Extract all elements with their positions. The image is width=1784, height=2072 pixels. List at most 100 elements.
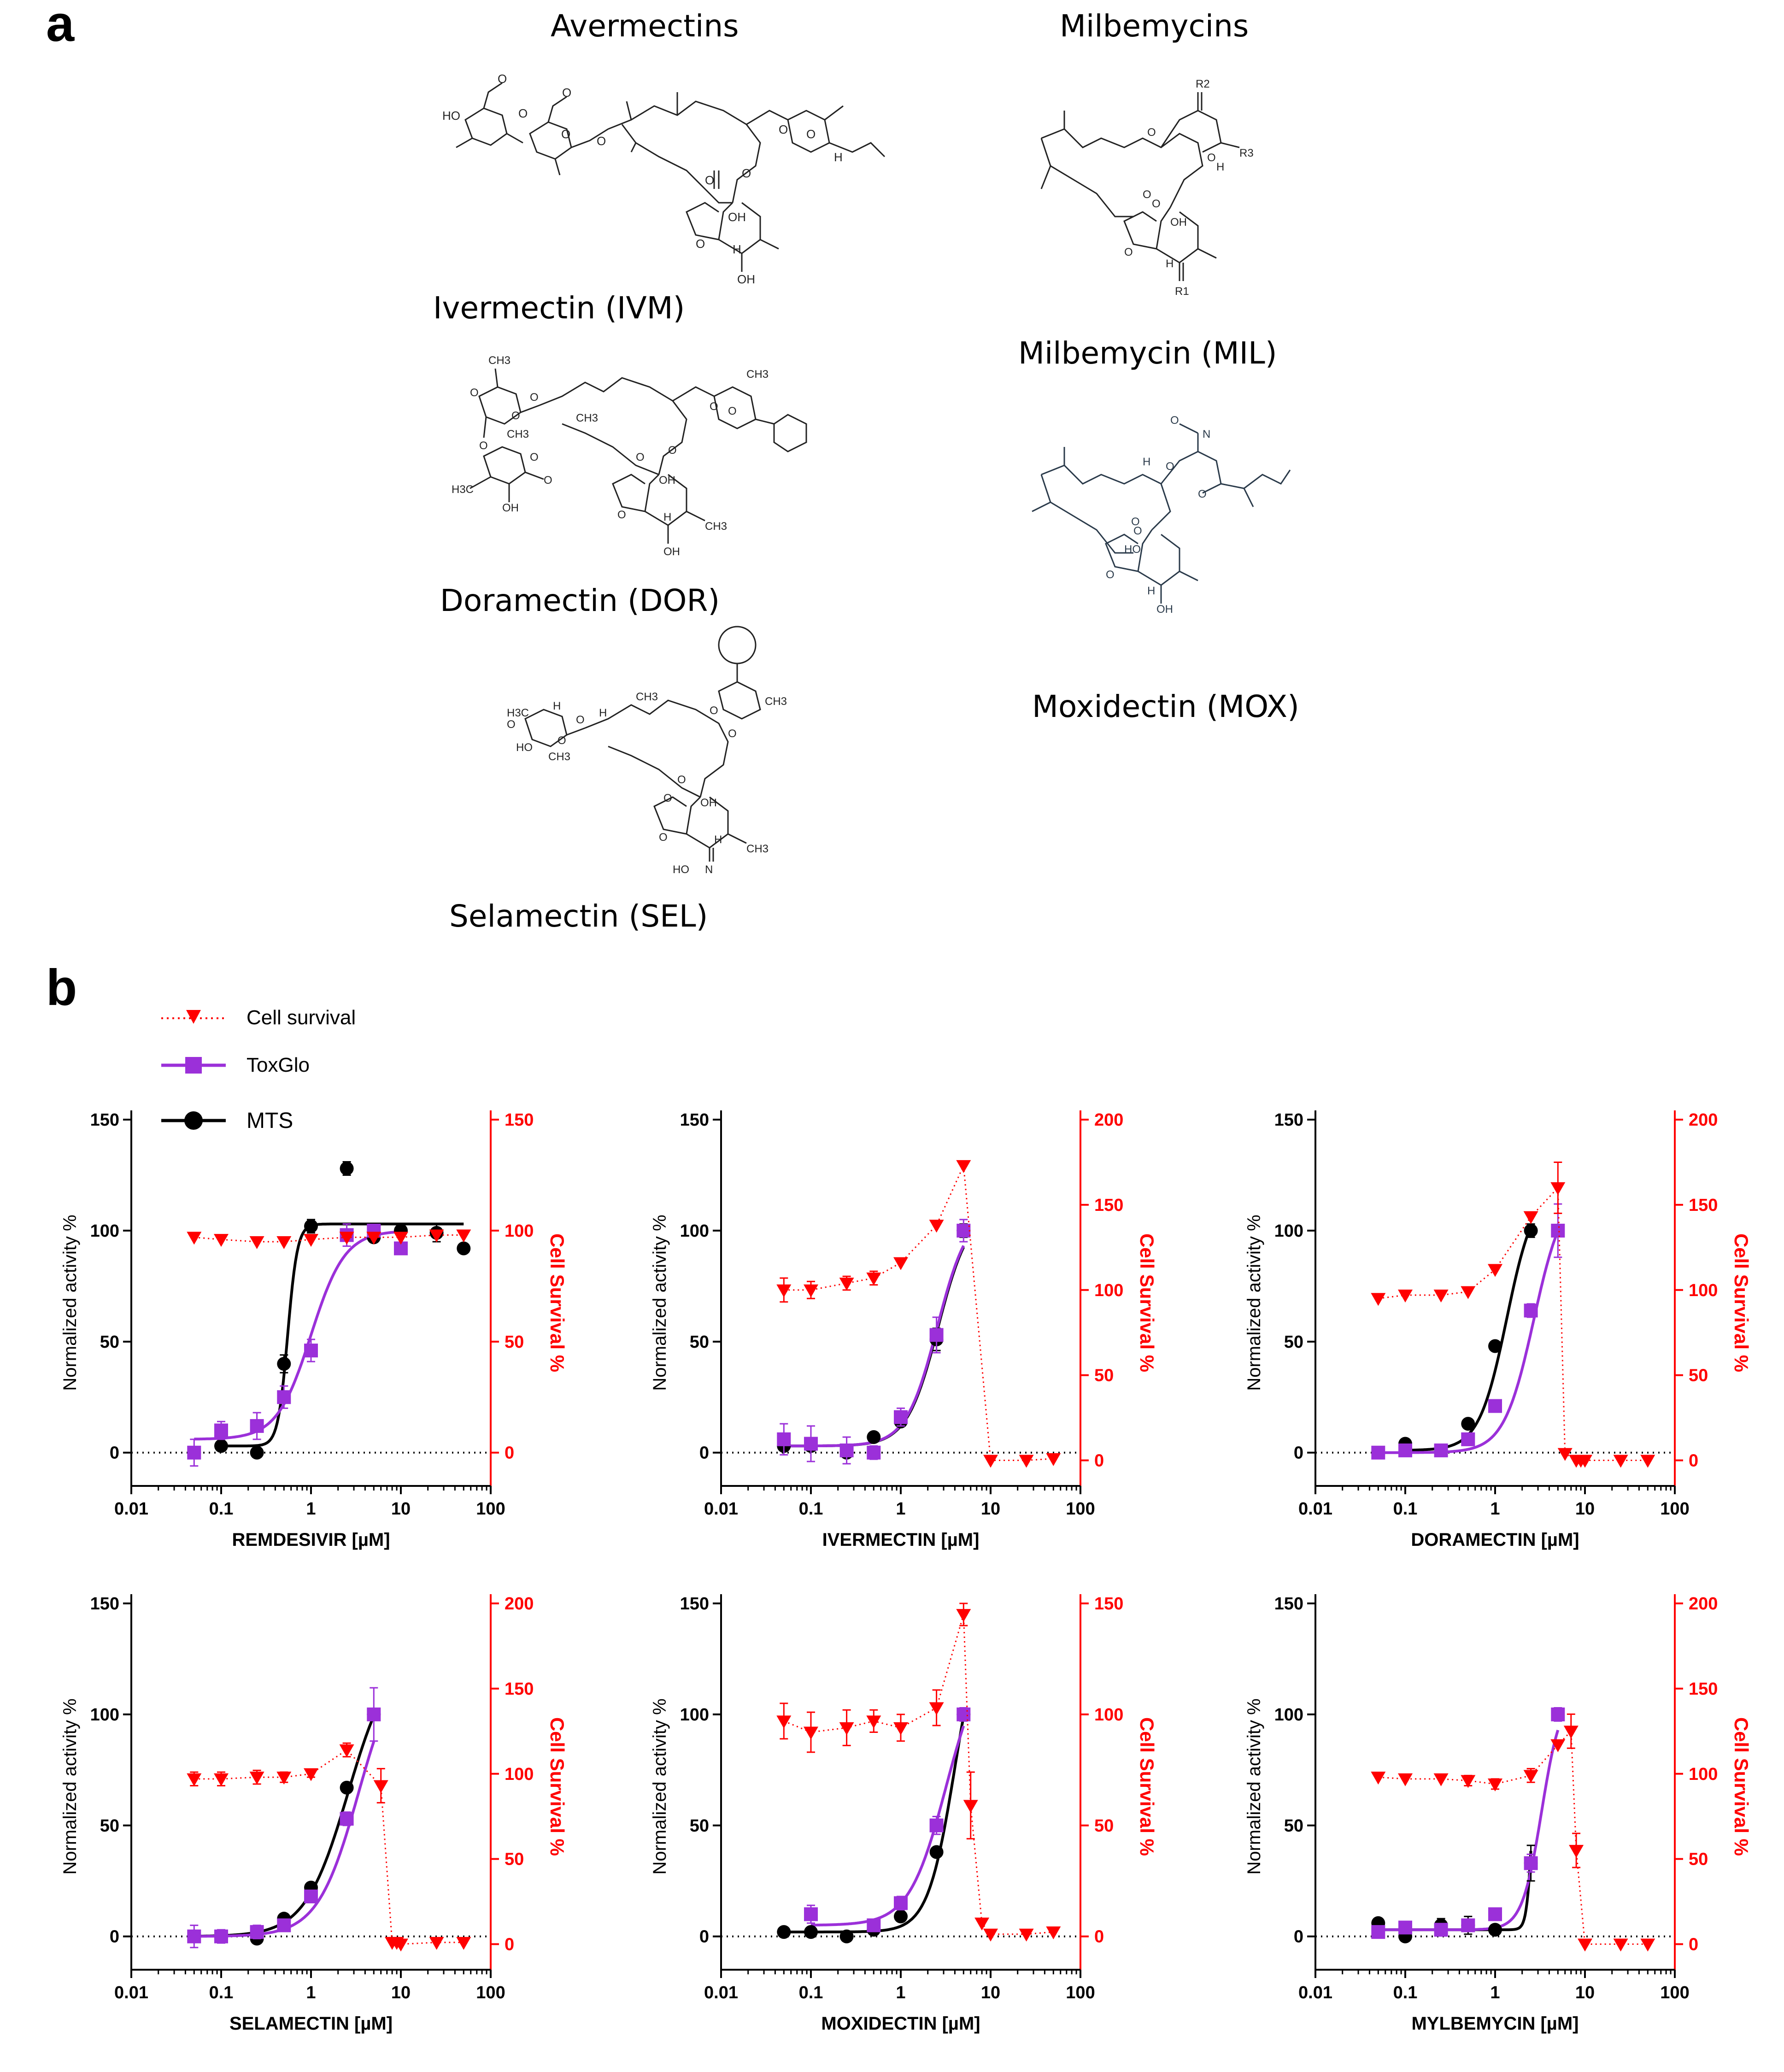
right-tick-label: 150	[1689, 1196, 1718, 1215]
legend-square-icon	[185, 1057, 202, 1074]
svg-text:O: O	[705, 173, 714, 187]
x-tick-label: 0.01	[1298, 1499, 1332, 1519]
x-tick-label: 10	[981, 1983, 1000, 2002]
x-tick-label: 1	[1490, 1983, 1500, 2002]
survival-point	[776, 1715, 792, 1729]
x-tick-label: 0.01	[704, 1499, 738, 1519]
right-tick-label: 100	[1689, 1281, 1718, 1300]
right-tick-label: 0	[1689, 1451, 1698, 1471]
svg-text:CH3: CH3	[548, 751, 570, 763]
y-axis-title: Normalized activity %	[60, 1215, 80, 1391]
svg-text:CH3: CH3	[488, 354, 511, 367]
toxglo-point	[1461, 1918, 1475, 1932]
svg-text:HO: HO	[442, 109, 460, 123]
x-axis-title: REMDESIVIR [µM]	[232, 1530, 390, 1550]
toxglo-point	[304, 1344, 318, 1358]
selamectin-name: Selamectin (SEL)	[449, 898, 708, 934]
svg-text:O: O	[663, 792, 672, 804]
survival-line	[194, 1234, 464, 1243]
left-tick-label: 50	[690, 1816, 709, 1836]
left-tick-label: 50	[100, 1816, 119, 1836]
svg-text:O: O	[1133, 525, 1142, 537]
survival-point	[1613, 1938, 1628, 1952]
left-tick-label: 0	[1294, 1444, 1303, 1463]
mts-point	[804, 1925, 818, 1939]
right-tick-label: 0	[1094, 1927, 1104, 1947]
left-tick-label: 150	[1274, 1594, 1303, 1614]
survival-point	[1578, 1938, 1592, 1952]
chart-doramectin: 0 50 100 150 0 50 100 150 200 0.01 0.1 1 10 100 DORAME…	[1244, 1110, 1752, 1550]
svg-text:O: O	[668, 444, 677, 457]
survival-point	[249, 1772, 264, 1785]
toxglo-point	[187, 1445, 201, 1460]
toxglo-point	[214, 1929, 228, 1943]
toxglo-point	[957, 1707, 971, 1721]
y-axis-title: Normalized activity %	[650, 1698, 670, 1874]
survival-line	[783, 1614, 1054, 1935]
y2-axis-title: Cell Survival %	[1136, 1717, 1158, 1856]
toxglo-point	[1398, 1443, 1412, 1457]
right-tick-label: 50	[505, 1850, 524, 1869]
survival-point	[276, 1772, 292, 1785]
left-tick-label: 150	[680, 1110, 709, 1130]
x-tick-label: 10	[981, 1499, 1000, 1519]
svg-text:CH3: CH3	[507, 428, 529, 440]
survival-point	[804, 1726, 818, 1740]
survival-point	[893, 1722, 908, 1735]
x-tick-label: 0.01	[114, 1983, 148, 2002]
x-tick-label: 0.1	[1393, 1983, 1418, 2002]
svg-text:H: H	[714, 833, 722, 846]
left-tick-label: 0	[110, 1927, 119, 1947]
x-axis-title: IVERMECTIN [µM]	[822, 1530, 980, 1550]
x-tick-label: 0.01	[114, 1499, 148, 1519]
toxglo-point	[367, 1707, 381, 1721]
left-tick-label: 150	[680, 1594, 709, 1614]
survival-point	[1488, 1264, 1502, 1277]
right-tick-label: 50	[1689, 1366, 1708, 1385]
mts-point	[839, 1929, 854, 1943]
survival-point	[974, 1917, 990, 1931]
y2-axis-title: Cell Survival %	[1731, 1717, 1752, 1856]
left-tick-label: 50	[1284, 1332, 1303, 1352]
survival-point	[393, 1938, 408, 1952]
survival-point	[893, 1257, 908, 1270]
survival-point	[366, 1232, 381, 1245]
survival-point	[1557, 1448, 1573, 1461]
x-tick-label: 100	[1066, 1983, 1095, 2002]
toxglo-point	[1488, 1399, 1502, 1413]
x-tick-label: 1	[896, 1499, 905, 1519]
legend-triangle-icon	[186, 1010, 201, 1024]
legend-cell-survival: Cell survival	[161, 1006, 356, 1029]
legend-toxglo: ToxGlo	[161, 1054, 310, 1076]
mts-point	[214, 1439, 228, 1453]
fit-curve-mts	[1405, 1226, 1532, 1452]
survival-point	[1398, 1289, 1413, 1303]
svg-text:O: O	[659, 831, 668, 844]
toxglo-point	[804, 1907, 818, 1921]
chart-selamectin: 0 50 100 150 0 50 100 150 200 0.01 0.1 1 10 100 SELAME…	[60, 1594, 568, 2034]
survival-point	[304, 1768, 318, 1781]
milbemycin-name: Milbemycin (MIL)	[1018, 335, 1277, 371]
svg-text:OH: OH	[663, 546, 680, 558]
chart-remdesivir: 0 50 100 150 0 50 100 150 0.01 0.1 1 10 100 REMDESIVI…	[60, 1110, 568, 1550]
survival-point	[339, 1744, 354, 1757]
x-axis-title: SELAMECTIN [µM]	[229, 2013, 393, 2034]
right-tick-label: 200	[1689, 1594, 1718, 1614]
toxglo-point	[340, 1812, 354, 1826]
svg-text:H: H	[663, 511, 671, 523]
survival-point	[187, 1773, 202, 1786]
x-tick-label: 10	[1575, 1983, 1595, 2002]
right-tick-label: 0	[505, 1444, 514, 1463]
x-tick-label: 0.1	[799, 1983, 823, 2002]
toxglo-point	[1524, 1856, 1538, 1870]
svg-text:H: H	[733, 242, 741, 256]
doramectin-name: Doramectin (DOR)	[440, 583, 720, 618]
left-tick-label: 100	[90, 1705, 119, 1725]
svg-text:HO: HO	[1124, 543, 1141, 556]
toxglo-point	[867, 1445, 881, 1460]
right-tick-label: 200	[1689, 1110, 1718, 1130]
survival-point	[1046, 1453, 1061, 1466]
survival-point	[1398, 1773, 1413, 1786]
